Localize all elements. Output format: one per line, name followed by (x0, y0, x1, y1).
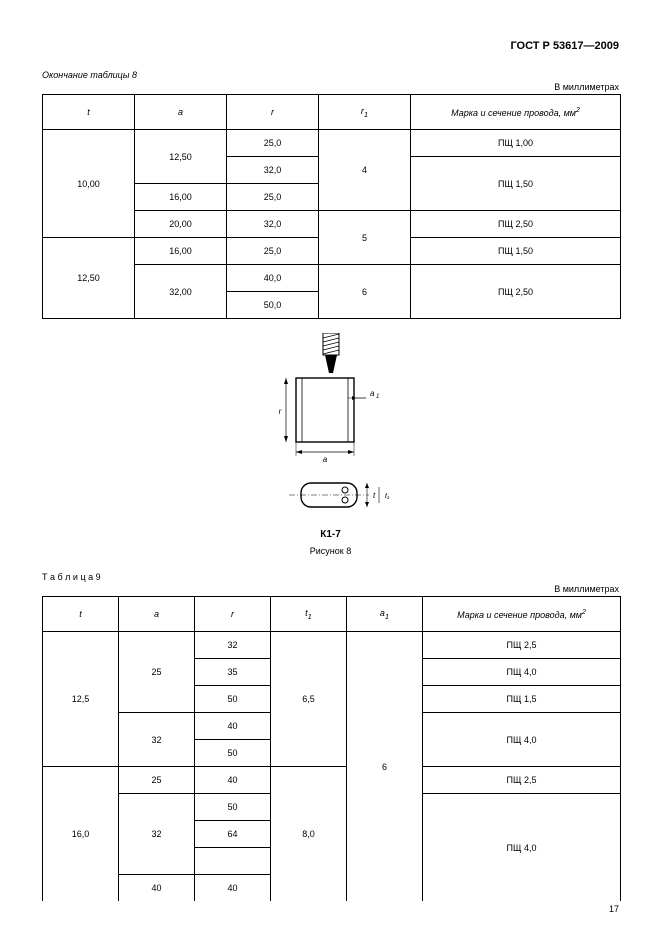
t9-h-t: t (43, 597, 119, 632)
t9-r: 50 (195, 686, 271, 713)
t9-a: 25 (119, 767, 195, 794)
t9-r: 40 (195, 875, 271, 902)
t8-r: 32,0 (227, 157, 319, 184)
figure-8: r a a 1 (42, 333, 619, 556)
table8-caption: Окончание таблицы 8 (42, 70, 619, 80)
t9-h-t1: t1 (271, 597, 347, 632)
table9-caption: Т а б л и ц а 9 (42, 572, 619, 582)
svg-text:a: a (322, 455, 327, 464)
t8-a: 16,00 (135, 184, 227, 211)
table9: t a r t1 a1 Марка и сечение провода, мм2… (42, 596, 621, 901)
t8-a: 20,00 (135, 211, 227, 238)
t9-r: 35 (195, 659, 271, 686)
t9-t1: 6,5 (271, 632, 347, 767)
t8-r1: 4 (319, 130, 411, 211)
t8-r1: 6 (319, 265, 411, 319)
figure-label: Рисунок 8 (42, 546, 619, 556)
t8-h-t: t (43, 95, 135, 130)
t8-w: ПЩ 1,00 (411, 130, 621, 157)
t9-h-a1: a1 (347, 597, 423, 632)
t9-t1: 8,0 (271, 767, 347, 902)
t9-h-a: a (119, 597, 195, 632)
t8-t: 12,50 (43, 238, 135, 319)
t8-w: ПЩ 1,50 (411, 238, 621, 265)
svg-text:r: r (278, 407, 281, 416)
t8-r: 32,0 (227, 211, 319, 238)
svg-text:t: t (373, 491, 376, 500)
t8-h-wire: Марка и сечение провода, мм2 (411, 95, 621, 130)
t9-a: 40 (119, 875, 195, 902)
page-number: 17 (609, 904, 619, 914)
t9-w: ПЩ 2,5 (423, 632, 621, 659)
t9-r: 64 (195, 821, 271, 848)
svg-text:1: 1 (376, 394, 379, 400)
t8-a: 32,00 (135, 265, 227, 319)
t9-a: 32 (119, 794, 195, 875)
t8-h-r: r (227, 95, 319, 130)
t9-w: ПЩ 4,0 (423, 659, 621, 686)
figure-k-label: К1-7 (42, 529, 619, 540)
t9-r: 40 (195, 767, 271, 794)
t9-r: 32 (195, 632, 271, 659)
t8-h-a: a (135, 95, 227, 130)
t9-r (195, 848, 271, 875)
t8-a: 16,00 (135, 238, 227, 265)
t9-r: 50 (195, 794, 271, 821)
t9-t: 12,5 (43, 632, 119, 767)
t9-a: 32 (119, 713, 195, 767)
t9-a: 25 (119, 632, 195, 713)
table8: t a r r1 Марка и сечение провода, мм2 10… (42, 94, 621, 319)
t8-w: ПЩ 1,50 (411, 157, 621, 211)
t9-h-r: r (195, 597, 271, 632)
t8-w: ПЩ 2,50 (411, 211, 621, 238)
t9-r: 40 (195, 713, 271, 740)
t8-r: 50,0 (227, 292, 319, 319)
t9-t: 16,0 (43, 767, 119, 902)
t9-a1: 6 (347, 632, 423, 902)
t8-r1: 5 (319, 211, 411, 265)
t9-w: ПЩ 4,0 (423, 713, 621, 767)
t8-w: ПЩ 2,50 (411, 265, 621, 319)
svg-text:t₁: t₁ (385, 493, 390, 500)
t8-a: 12,50 (135, 130, 227, 184)
table9-units: В миллиметрах (42, 584, 619, 594)
t9-w: ПЩ 2,5 (423, 767, 621, 794)
table8-units: В миллиметрах (42, 82, 619, 92)
t9-w: ПЩ 4,0 (423, 794, 621, 902)
t9-w: ПЩ 1,5 (423, 686, 621, 713)
t8-h-r1: r1 (319, 95, 411, 130)
t8-r: 40,0 (227, 265, 319, 292)
svg-text:a: a (370, 389, 375, 398)
t8-r: 25,0 (227, 130, 319, 157)
t9-h-wire: Марка и сечение провода, мм2 (423, 597, 621, 632)
t8-t: 10,00 (43, 130, 135, 238)
t9-r: 50 (195, 740, 271, 767)
t8-r: 25,0 (227, 238, 319, 265)
doc-id: ГОСТ Р 53617—2009 (42, 40, 619, 52)
t8-r: 25,0 (227, 184, 319, 211)
